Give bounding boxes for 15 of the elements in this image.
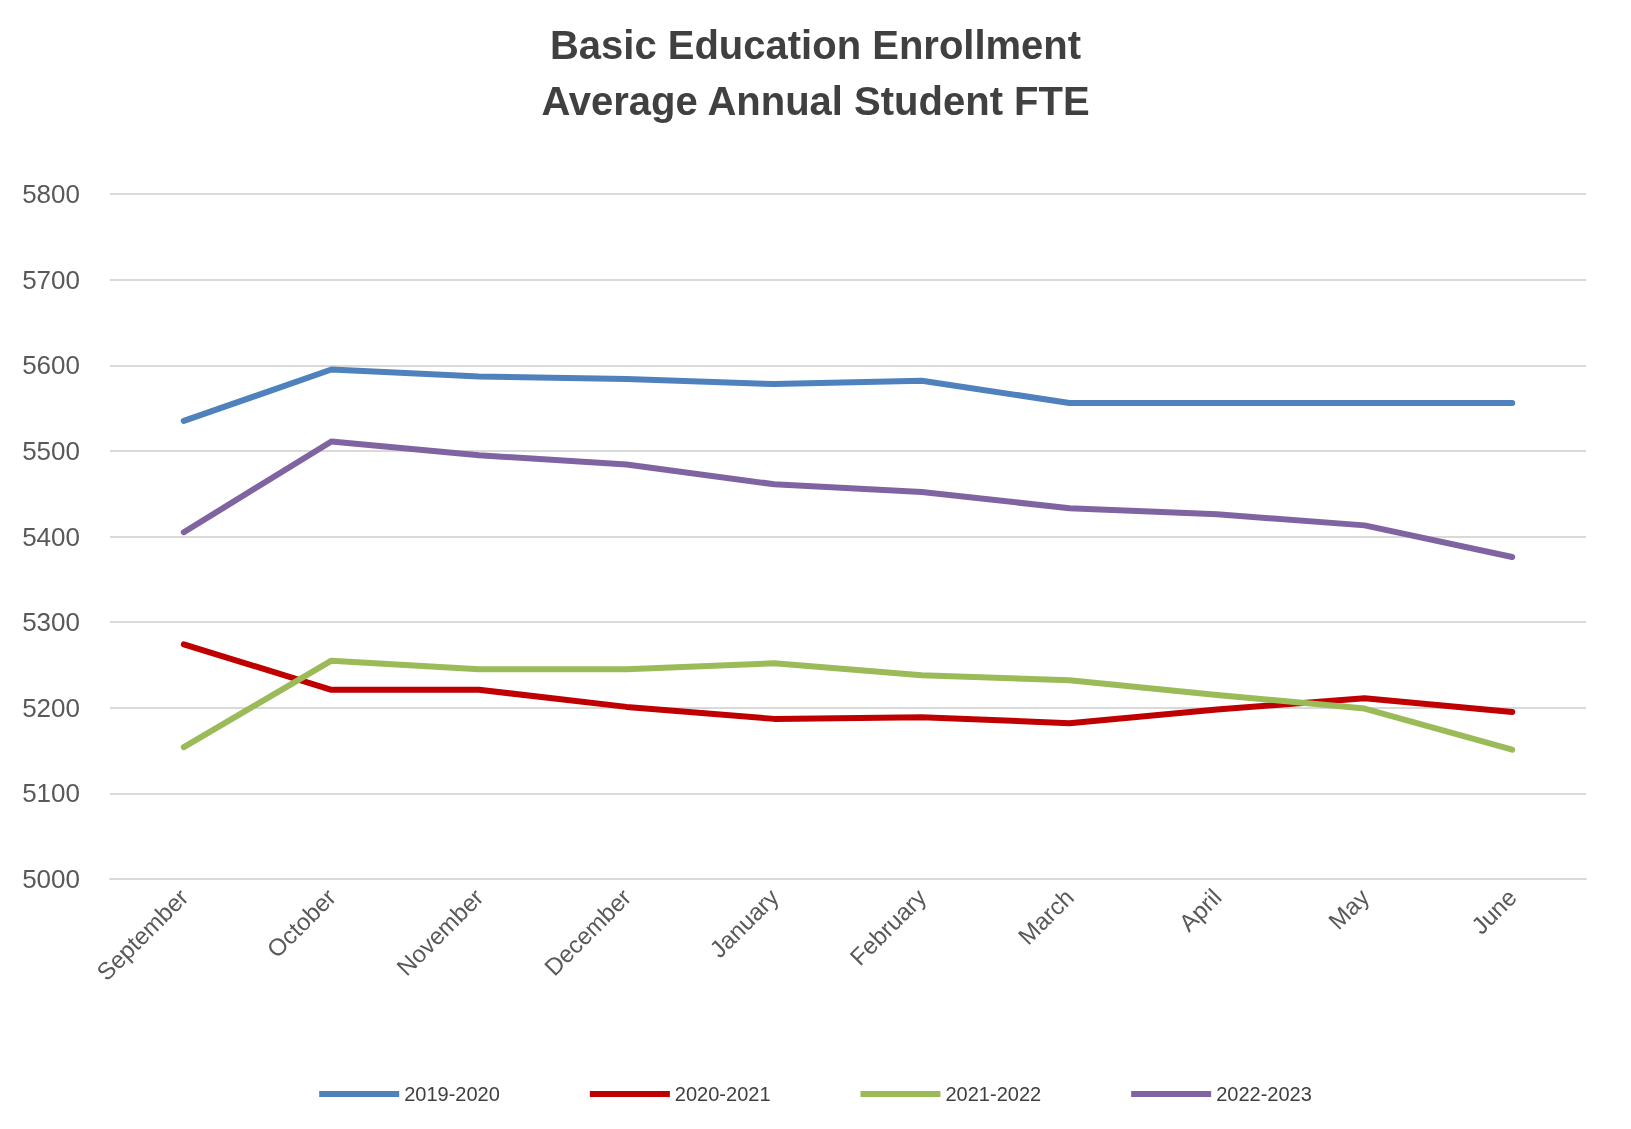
- y-tick-label: 5500: [22, 435, 80, 466]
- y-tick-label: 5300: [22, 607, 80, 638]
- legend-label: 2021-2022: [945, 1083, 1042, 1105]
- y-tick-label: 5400: [22, 521, 80, 552]
- legend-label: 2019-2020: [404, 1083, 500, 1105]
- y-tick-label: 5000: [22, 864, 80, 894]
- y-tick-label: 5200: [22, 692, 80, 723]
- y-tick-label: 5700: [22, 264, 80, 295]
- y-tick-label: 5600: [22, 350, 80, 381]
- y-tick-label: 5800: [22, 179, 80, 209]
- y-tick-label: 5100: [22, 778, 80, 809]
- legend-label: 2022-2023: [1216, 1083, 1312, 1105]
- legend-label: 2020-2021: [674, 1083, 771, 1105]
- x-tick-label: May: [1323, 883, 1375, 935]
- chart-title: Basic Education Enrollment Average Annual Student FTE: [541, 23, 1090, 123]
